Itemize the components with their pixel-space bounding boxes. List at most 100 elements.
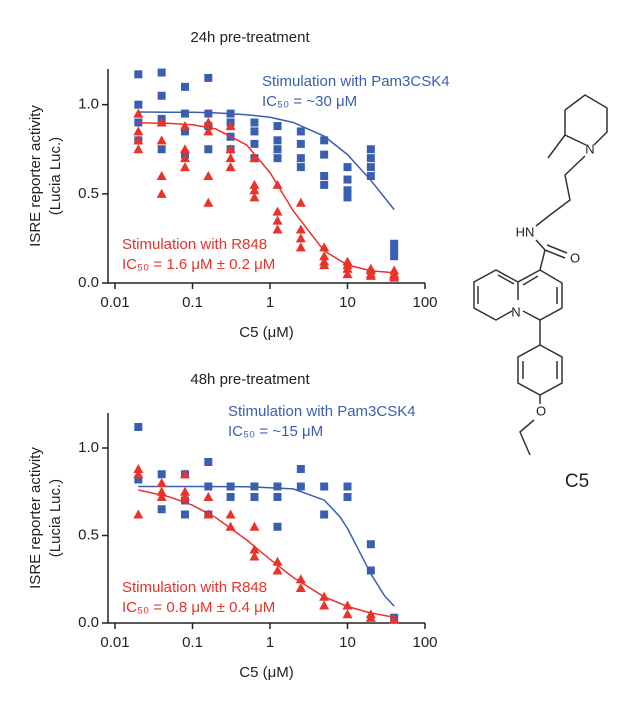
- data-point: [156, 135, 167, 145]
- data-point: [295, 583, 306, 592]
- bond: [517, 344, 563, 396]
- data-point: [295, 197, 306, 207]
- data-point: [343, 163, 352, 172]
- data-point: [272, 565, 283, 575]
- data-point: [273, 154, 282, 163]
- data-point: [250, 139, 259, 148]
- data-point: [179, 492, 190, 501]
- data-point: [296, 127, 305, 136]
- data-point: [389, 614, 400, 624]
- y-axis-label: ISRE reporter activity: [27, 105, 44, 247]
- data-point: [249, 544, 260, 554]
- y-tick-label: 0.0: [78, 614, 99, 631]
- data-point: [133, 144, 144, 154]
- data-point: [179, 153, 190, 163]
- data-point: [249, 521, 260, 531]
- data-point: [249, 153, 260, 163]
- chemical-structure: N HN O N O C5: [473, 94, 608, 492]
- data-point: [273, 482, 282, 491]
- data-point: [343, 186, 352, 195]
- data-point: [319, 260, 330, 270]
- data-point: [179, 486, 190, 496]
- data-point: [296, 139, 305, 148]
- data-point: [366, 154, 375, 163]
- x-tick-label: 1: [266, 294, 274, 311]
- data-point: [133, 126, 144, 136]
- data-point: [342, 609, 353, 619]
- x-tick-label: 0.1: [182, 294, 203, 311]
- data-point: [156, 486, 167, 496]
- x-axis-label: C5 (μM): [239, 664, 293, 681]
- data-point: [226, 109, 235, 118]
- x-tick-label: 0.01: [100, 294, 129, 311]
- bond: [522, 269, 563, 321]
- y-axis-label: ISRE reporter activity: [27, 447, 44, 589]
- data-point: [320, 150, 329, 159]
- data-point: [320, 482, 329, 491]
- y-tick-label: 1.0: [78, 96, 99, 113]
- data-point: [133, 509, 144, 519]
- data-point: [390, 246, 399, 255]
- data-point: [133, 469, 144, 479]
- data-point: [157, 470, 166, 479]
- data-point: [343, 493, 352, 501]
- bond: [519, 419, 535, 456]
- data-point: [365, 612, 376, 622]
- data-point: [249, 192, 260, 202]
- data-point: [157, 505, 166, 514]
- data-point: [273, 145, 282, 154]
- data-point: [273, 493, 282, 501]
- data-point: [343, 193, 352, 202]
- data-point: [225, 521, 236, 531]
- data-point: [133, 135, 144, 145]
- compound-label: C5: [565, 471, 589, 492]
- data-point: [156, 117, 167, 127]
- data-point: [320, 180, 329, 189]
- data-point: [179, 144, 190, 154]
- data-point: [272, 179, 283, 189]
- data-point: [180, 510, 189, 519]
- data-point: [342, 269, 353, 279]
- data-point: [250, 482, 259, 491]
- bond: [517, 269, 541, 300]
- x-tick-label: 1: [266, 634, 274, 651]
- data-point: [226, 482, 235, 491]
- data-point: [179, 162, 190, 172]
- data-point: [296, 154, 305, 163]
- data-point: [225, 121, 236, 131]
- data-point: [133, 108, 144, 118]
- data-point: [203, 171, 214, 180]
- data-point: [389, 272, 400, 282]
- data-point: [179, 121, 190, 131]
- data-point: [134, 100, 143, 109]
- data-point: [156, 188, 167, 198]
- y-axis-label: (Lucia Luc.): [47, 137, 64, 215]
- data-point: [342, 263, 353, 273]
- data-point: [295, 233, 306, 243]
- x-tick-label: 100: [412, 634, 437, 651]
- bond: [546, 244, 568, 254]
- x-tick-label: 100: [412, 294, 437, 311]
- data-point: [134, 423, 143, 431]
- atom-label: O: [570, 250, 580, 265]
- bond: [564, 94, 608, 146]
- data-point: [366, 145, 375, 154]
- data-point: [250, 127, 259, 136]
- data-point: [366, 172, 375, 180]
- data-point: [249, 185, 260, 195]
- bond: [522, 275, 539, 286]
- fit-curve: [138, 111, 395, 211]
- data-point: [295, 224, 306, 234]
- data-point: [273, 122, 282, 131]
- data-point: [272, 224, 283, 234]
- x-tick-label: 0.1: [182, 634, 203, 651]
- chart-title: 24h pre-treatment: [190, 29, 310, 46]
- data-point: [250, 118, 259, 127]
- data-point: [366, 566, 375, 575]
- data-point: [204, 73, 213, 82]
- data-point: [272, 556, 283, 566]
- data-point: [157, 145, 166, 154]
- data-point: [296, 465, 305, 473]
- data-point: [390, 252, 399, 261]
- data-point: [180, 109, 189, 118]
